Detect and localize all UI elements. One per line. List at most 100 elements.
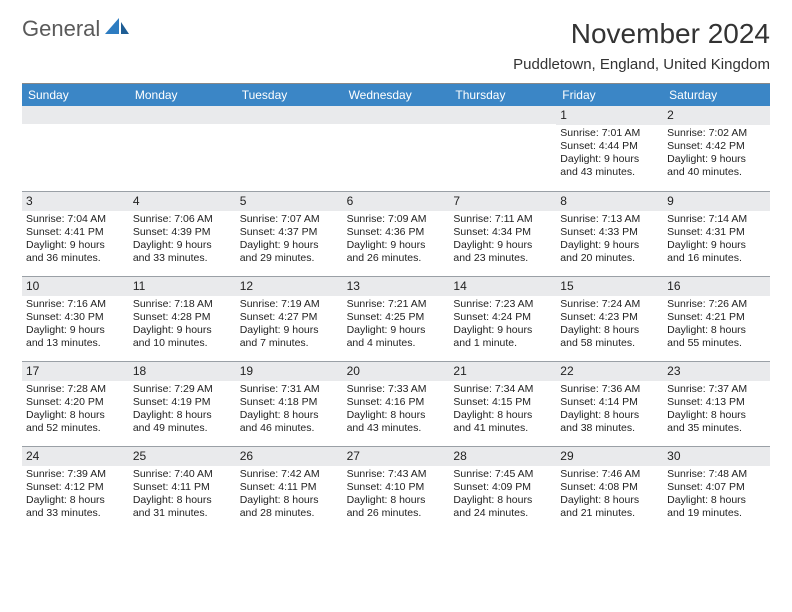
day-body: Sunrise: 7:29 AMSunset: 4:19 PMDaylight:… [133, 383, 232, 436]
day-body: Sunrise: 7:28 AMSunset: 4:20 PMDaylight:… [26, 383, 125, 436]
day-number [22, 106, 129, 124]
daylight-line2: and 43 minutes. [347, 422, 446, 435]
sunrise-text: Sunrise: 7:28 AM [26, 383, 125, 396]
day-number: 9 [663, 192, 770, 211]
day-cell: 6Sunrise: 7:09 AMSunset: 4:36 PMDaylight… [343, 191, 450, 276]
sunset-text: Sunset: 4:34 PM [453, 226, 552, 239]
daylight-line1: Daylight: 9 hours [560, 153, 659, 166]
daylight-line2: and 1 minute. [453, 337, 552, 350]
daylight-line2: and 24 minutes. [453, 507, 552, 520]
daylight-line1: Daylight: 9 hours [347, 239, 446, 252]
day-cell: 9Sunrise: 7:14 AMSunset: 4:31 PMDaylight… [663, 191, 770, 276]
day-cell: 16Sunrise: 7:26 AMSunset: 4:21 PMDayligh… [663, 276, 770, 361]
day-body: Sunrise: 7:39 AMSunset: 4:12 PMDaylight:… [26, 468, 125, 521]
sunrise-text: Sunrise: 7:48 AM [667, 468, 766, 481]
day-cell: 21Sunrise: 7:34 AMSunset: 4:15 PMDayligh… [449, 361, 556, 446]
sunset-text: Sunset: 4:21 PM [667, 311, 766, 324]
day-number: 15 [556, 277, 663, 296]
day-cell: 4 Sunrise: 7:06 AMSunset: 4:39 PMDaylight… [129, 191, 236, 276]
sunrise-text: Sunrise: 7:29 AM [133, 383, 232, 396]
day-number: 19 [236, 362, 343, 381]
daylight-line2: and 10 minutes. [133, 337, 232, 350]
day-body: Sunrise: 7:21 AMSunset: 4:25 PMDaylight:… [347, 298, 446, 351]
day-cell: 13 Sunrise: 7:21 AMSunset: 4:25 PMDayligh… [343, 276, 450, 361]
day-cell: 10 Sunrise: 7:16 AMSunset: 4:30 PMDayligh… [22, 276, 129, 361]
daylight-line1: Daylight: 9 hours [667, 239, 766, 252]
day-number: 30 [663, 447, 770, 466]
day-cell: 29Sunrise: 7:46 AMSunset: 4:08 PMDayligh… [556, 446, 663, 531]
day-body: Sunrise: 7:48 AMSunset: 4:07 PMDaylight:… [667, 468, 766, 521]
sunset-text: Sunset: 4:25 PM [347, 311, 446, 324]
day-number: 1 [556, 106, 663, 125]
day-cell: 19Sunrise: 7:31 AMSunset: 4:18 PMDayligh… [236, 361, 343, 446]
day-cell: 23Sunrise: 7:37 AMSunset: 4:13 PMDayligh… [663, 361, 770, 446]
day-number: 6 [343, 192, 450, 211]
sunrise-text: Sunrise: 7:21 AM [347, 298, 446, 311]
daylight-line1: Daylight: 9 hours [240, 239, 339, 252]
sunrise-text: Sunrise: 7:01 AM [560, 127, 659, 140]
day-body: Sunrise: 7:45 AMSunset: 4:09 PMDaylight:… [453, 468, 552, 521]
day-number: 26 [236, 447, 343, 466]
daylight-line2: and 26 minutes. [347, 252, 446, 265]
sunrise-text: Sunrise: 7:37 AM [667, 383, 766, 396]
day-cell: 8Sunrise: 7:13 AMSunset: 4:33 PMDaylight… [556, 191, 663, 276]
daylight-line2: and 7 minutes. [240, 337, 339, 350]
daylight-line2: and 38 minutes. [560, 422, 659, 435]
sunrise-text: Sunrise: 7:46 AM [560, 468, 659, 481]
day-number: 10 [22, 277, 129, 296]
sunrise-text: Sunrise: 7:19 AM [240, 298, 339, 311]
day-number: 11 [129, 277, 236, 296]
day-cell: 26Sunrise: 7:42 AMSunset: 4:11 PMDayligh… [236, 446, 343, 531]
day-number: 13 [343, 277, 450, 296]
day-cell: 7Sunrise: 7:11 AMSunset: 4:34 PMDaylight… [449, 191, 556, 276]
sunrise-text: Sunrise: 7:13 AM [560, 213, 659, 226]
daylight-line1: Daylight: 8 hours [453, 494, 552, 507]
day-number: 3 [22, 192, 129, 211]
daylight-line1: Daylight: 9 hours [133, 239, 232, 252]
day-body: Sunrise: 7:19 AMSunset: 4:27 PMDaylight:… [240, 298, 339, 351]
day-body: Sunrise: 7:06 AMSunset: 4:39 PMDaylight:… [133, 213, 232, 266]
daylight-line1: Daylight: 8 hours [667, 409, 766, 422]
day-of-week-header: Sunday Monday Tuesday Wednesday Thursday… [22, 84, 770, 106]
day-body: Sunrise: 7:40 AMSunset: 4:11 PMDaylight:… [133, 468, 232, 521]
sunrise-text: Sunrise: 7:43 AM [347, 468, 446, 481]
daylight-line2: and 49 minutes. [133, 422, 232, 435]
day-cell [22, 106, 129, 191]
day-body: Sunrise: 7:16 AMSunset: 4:30 PMDaylight:… [26, 298, 125, 351]
sunset-text: Sunset: 4:33 PM [560, 226, 659, 239]
day-cell: 18 Sunrise: 7:29 AMSunset: 4:19 PMDayligh… [129, 361, 236, 446]
day-number: 28 [449, 447, 556, 466]
day-cell: 30 Sunrise: 7:48 AMSunset: 4:07 PMDayligh… [663, 446, 770, 531]
day-number: 16 [663, 277, 770, 296]
daylight-line1: Daylight: 9 hours [347, 324, 446, 337]
day-body: Sunrise: 7:43 AMSunset: 4:10 PMDaylight:… [347, 468, 446, 521]
day-cell [236, 106, 343, 191]
sunrise-text: Sunrise: 7:34 AM [453, 383, 552, 396]
sunrise-text: Sunrise: 7:45 AM [453, 468, 552, 481]
sunrise-text: Sunrise: 7:11 AM [453, 213, 552, 226]
day-number: 18 [129, 362, 236, 381]
sunrise-text: Sunrise: 7:36 AM [560, 383, 659, 396]
daylight-line2: and 33 minutes. [133, 252, 232, 265]
day-number: 8 [556, 192, 663, 211]
daylight-line2: and 20 minutes. [560, 252, 659, 265]
week-row: 24Sunrise: 7:39 AMSunset: 4:12 PMDayligh… [22, 446, 770, 531]
sunrise-text: Sunrise: 7:16 AM [26, 298, 125, 311]
daylight-line1: Daylight: 8 hours [133, 494, 232, 507]
dow-wednesday: Wednesday [343, 84, 450, 106]
day-cell: 1Sunrise: 7:01 AMSunset: 4:44 PMDaylight… [556, 106, 663, 191]
daylight-line1: Daylight: 8 hours [560, 324, 659, 337]
daylight-line2: and 40 minutes. [667, 166, 766, 179]
daylight-line2: and 46 minutes. [240, 422, 339, 435]
day-number: 4 [129, 192, 236, 211]
sunset-text: Sunset: 4:24 PM [453, 311, 552, 324]
sunrise-text: Sunrise: 7:42 AM [240, 468, 339, 481]
sunset-text: Sunset: 4:31 PM [667, 226, 766, 239]
daylight-line2: and 4 minutes. [347, 337, 446, 350]
sunset-text: Sunset: 4:23 PM [560, 311, 659, 324]
day-number: 20 [343, 362, 450, 381]
day-number: 17 [22, 362, 129, 381]
daylight-line2: and 55 minutes. [667, 337, 766, 350]
week-row: 1Sunrise: 7:01 AMSunset: 4:44 PMDaylight… [22, 106, 770, 191]
day-cell: 25Sunrise: 7:40 AMSunset: 4:11 PMDayligh… [129, 446, 236, 531]
